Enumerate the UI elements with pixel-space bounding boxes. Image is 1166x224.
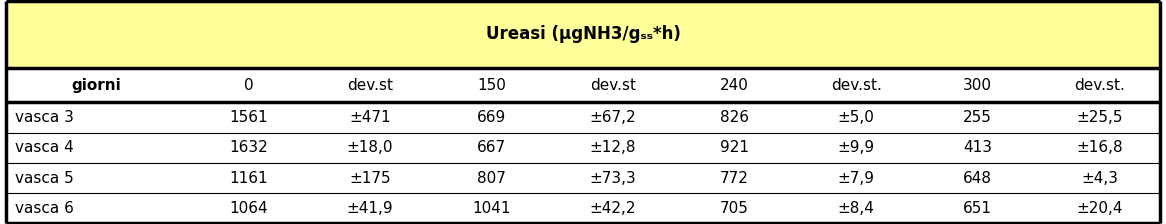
Text: ±18,0: ±18,0: [346, 140, 393, 155]
Text: ±4,3: ±4,3: [1081, 171, 1118, 185]
Text: ±73,3: ±73,3: [590, 171, 637, 185]
Text: vasca 5: vasca 5: [15, 171, 73, 185]
Text: 705: 705: [721, 201, 749, 216]
Text: 300: 300: [963, 78, 992, 93]
Text: 1632: 1632: [229, 140, 268, 155]
Text: giorni: giorni: [72, 78, 121, 93]
Text: 667: 667: [477, 140, 506, 155]
Text: 255: 255: [963, 110, 992, 125]
Text: ±16,8: ±16,8: [1076, 140, 1123, 155]
Text: Ureasi (μgNH3/gₛₛ*h): Ureasi (μgNH3/gₛₛ*h): [485, 25, 681, 43]
Text: ±25,5: ±25,5: [1076, 110, 1123, 125]
Text: 772: 772: [721, 171, 749, 185]
Text: vasca 6: vasca 6: [15, 201, 73, 216]
Text: ±471: ±471: [349, 110, 391, 125]
Text: 1561: 1561: [229, 110, 268, 125]
Text: ±41,9: ±41,9: [346, 201, 393, 216]
Text: ±8,4: ±8,4: [838, 201, 874, 216]
Text: vasca 4: vasca 4: [15, 140, 73, 155]
Text: 0: 0: [244, 78, 253, 93]
Text: 240: 240: [721, 78, 749, 93]
Text: 826: 826: [721, 110, 750, 125]
Text: 1064: 1064: [229, 201, 268, 216]
Text: 651: 651: [963, 201, 992, 216]
Text: 921: 921: [721, 140, 750, 155]
Text: 648: 648: [963, 171, 992, 185]
Text: dev.st.: dev.st.: [831, 78, 881, 93]
Text: ±7,9: ±7,9: [837, 171, 874, 185]
Text: ±5,0: ±5,0: [838, 110, 874, 125]
Bar: [6, 0, 1160, 68]
Text: vasca 3: vasca 3: [15, 110, 73, 125]
Text: 1041: 1041: [472, 201, 511, 216]
Text: 1161: 1161: [229, 171, 268, 185]
Text: ±9,9: ±9,9: [837, 140, 874, 155]
Text: 807: 807: [477, 171, 506, 185]
Text: ±20,4: ±20,4: [1076, 201, 1123, 216]
Text: ±12,8: ±12,8: [590, 140, 637, 155]
Text: 150: 150: [477, 78, 506, 93]
Text: ±67,2: ±67,2: [590, 110, 637, 125]
Text: dev.st: dev.st: [347, 78, 393, 93]
Text: ±175: ±175: [349, 171, 391, 185]
Text: dev.st.: dev.st.: [1074, 78, 1125, 93]
Text: 413: 413: [963, 140, 992, 155]
Text: dev.st: dev.st: [590, 78, 637, 93]
Text: 669: 669: [477, 110, 506, 125]
Text: ±42,2: ±42,2: [590, 201, 637, 216]
